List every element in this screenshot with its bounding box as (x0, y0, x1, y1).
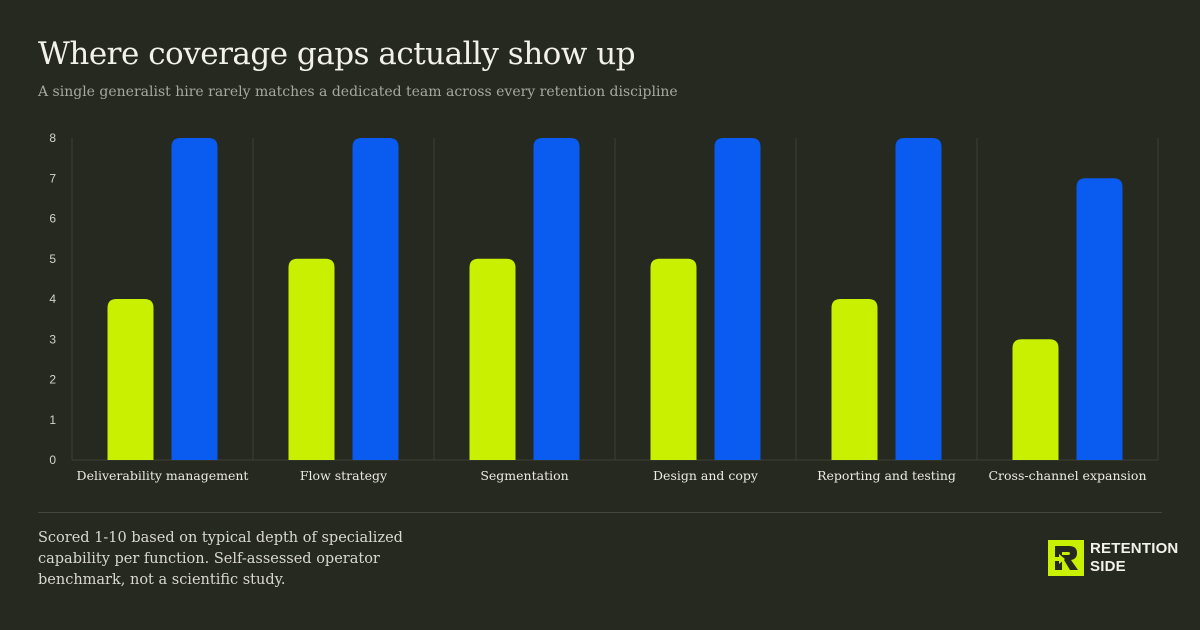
bar-team (533, 138, 580, 460)
footer-divider (38, 512, 1162, 513)
x-category-label: Flow strategy (300, 468, 388, 483)
bar-team (714, 138, 761, 460)
bar-team (1076, 178, 1123, 460)
chart-subtitle: A single generalist hire rarely matches … (38, 84, 678, 100)
y-tick-label: 0 (49, 453, 56, 467)
bar-chart: 0 1 2 3 4 5 6 7 8 Deliverability management Flow s… (49, 131, 1159, 483)
x-category-label: Design and copy (653, 468, 759, 483)
bar-team (171, 138, 218, 460)
bar-generalist (469, 258, 516, 460)
x-category-label: Cross-channel expansion (988, 468, 1146, 483)
bar-generalist (288, 258, 335, 460)
brand-line-2: SIDE (1090, 558, 1126, 575)
brand-logo: RETENTION SIDE (1048, 540, 1178, 576)
y-tick-label: 2 (49, 373, 56, 387)
retention-side-logo-icon (1048, 540, 1084, 576)
bar-generalist (831, 299, 878, 460)
footnote: Scored 1-10 based on typical depth of sp… (38, 530, 403, 588)
bar-team (352, 138, 399, 460)
brand-line-1: RETENTION (1090, 540, 1179, 557)
y-tick-label: 8 (49, 131, 56, 145)
bar-team (895, 138, 942, 460)
y-tick-label: 3 (49, 332, 56, 346)
bar-generalist (650, 258, 697, 460)
y-tick-label: 7 (49, 171, 56, 185)
bar-generalist (107, 299, 154, 460)
y-tick-label: 4 (49, 292, 56, 306)
y-tick-label: 5 (49, 252, 56, 266)
chart-title: Where coverage gaps actually show up (38, 36, 636, 72)
bar-generalist (1012, 339, 1059, 460)
y-tick-label: 1 (49, 413, 56, 427)
y-tick-label: 6 (49, 212, 56, 226)
x-category-label: Reporting and testing (817, 468, 956, 483)
x-category-label: Segmentation (480, 468, 568, 483)
x-category-label: Deliverability management (77, 468, 249, 483)
